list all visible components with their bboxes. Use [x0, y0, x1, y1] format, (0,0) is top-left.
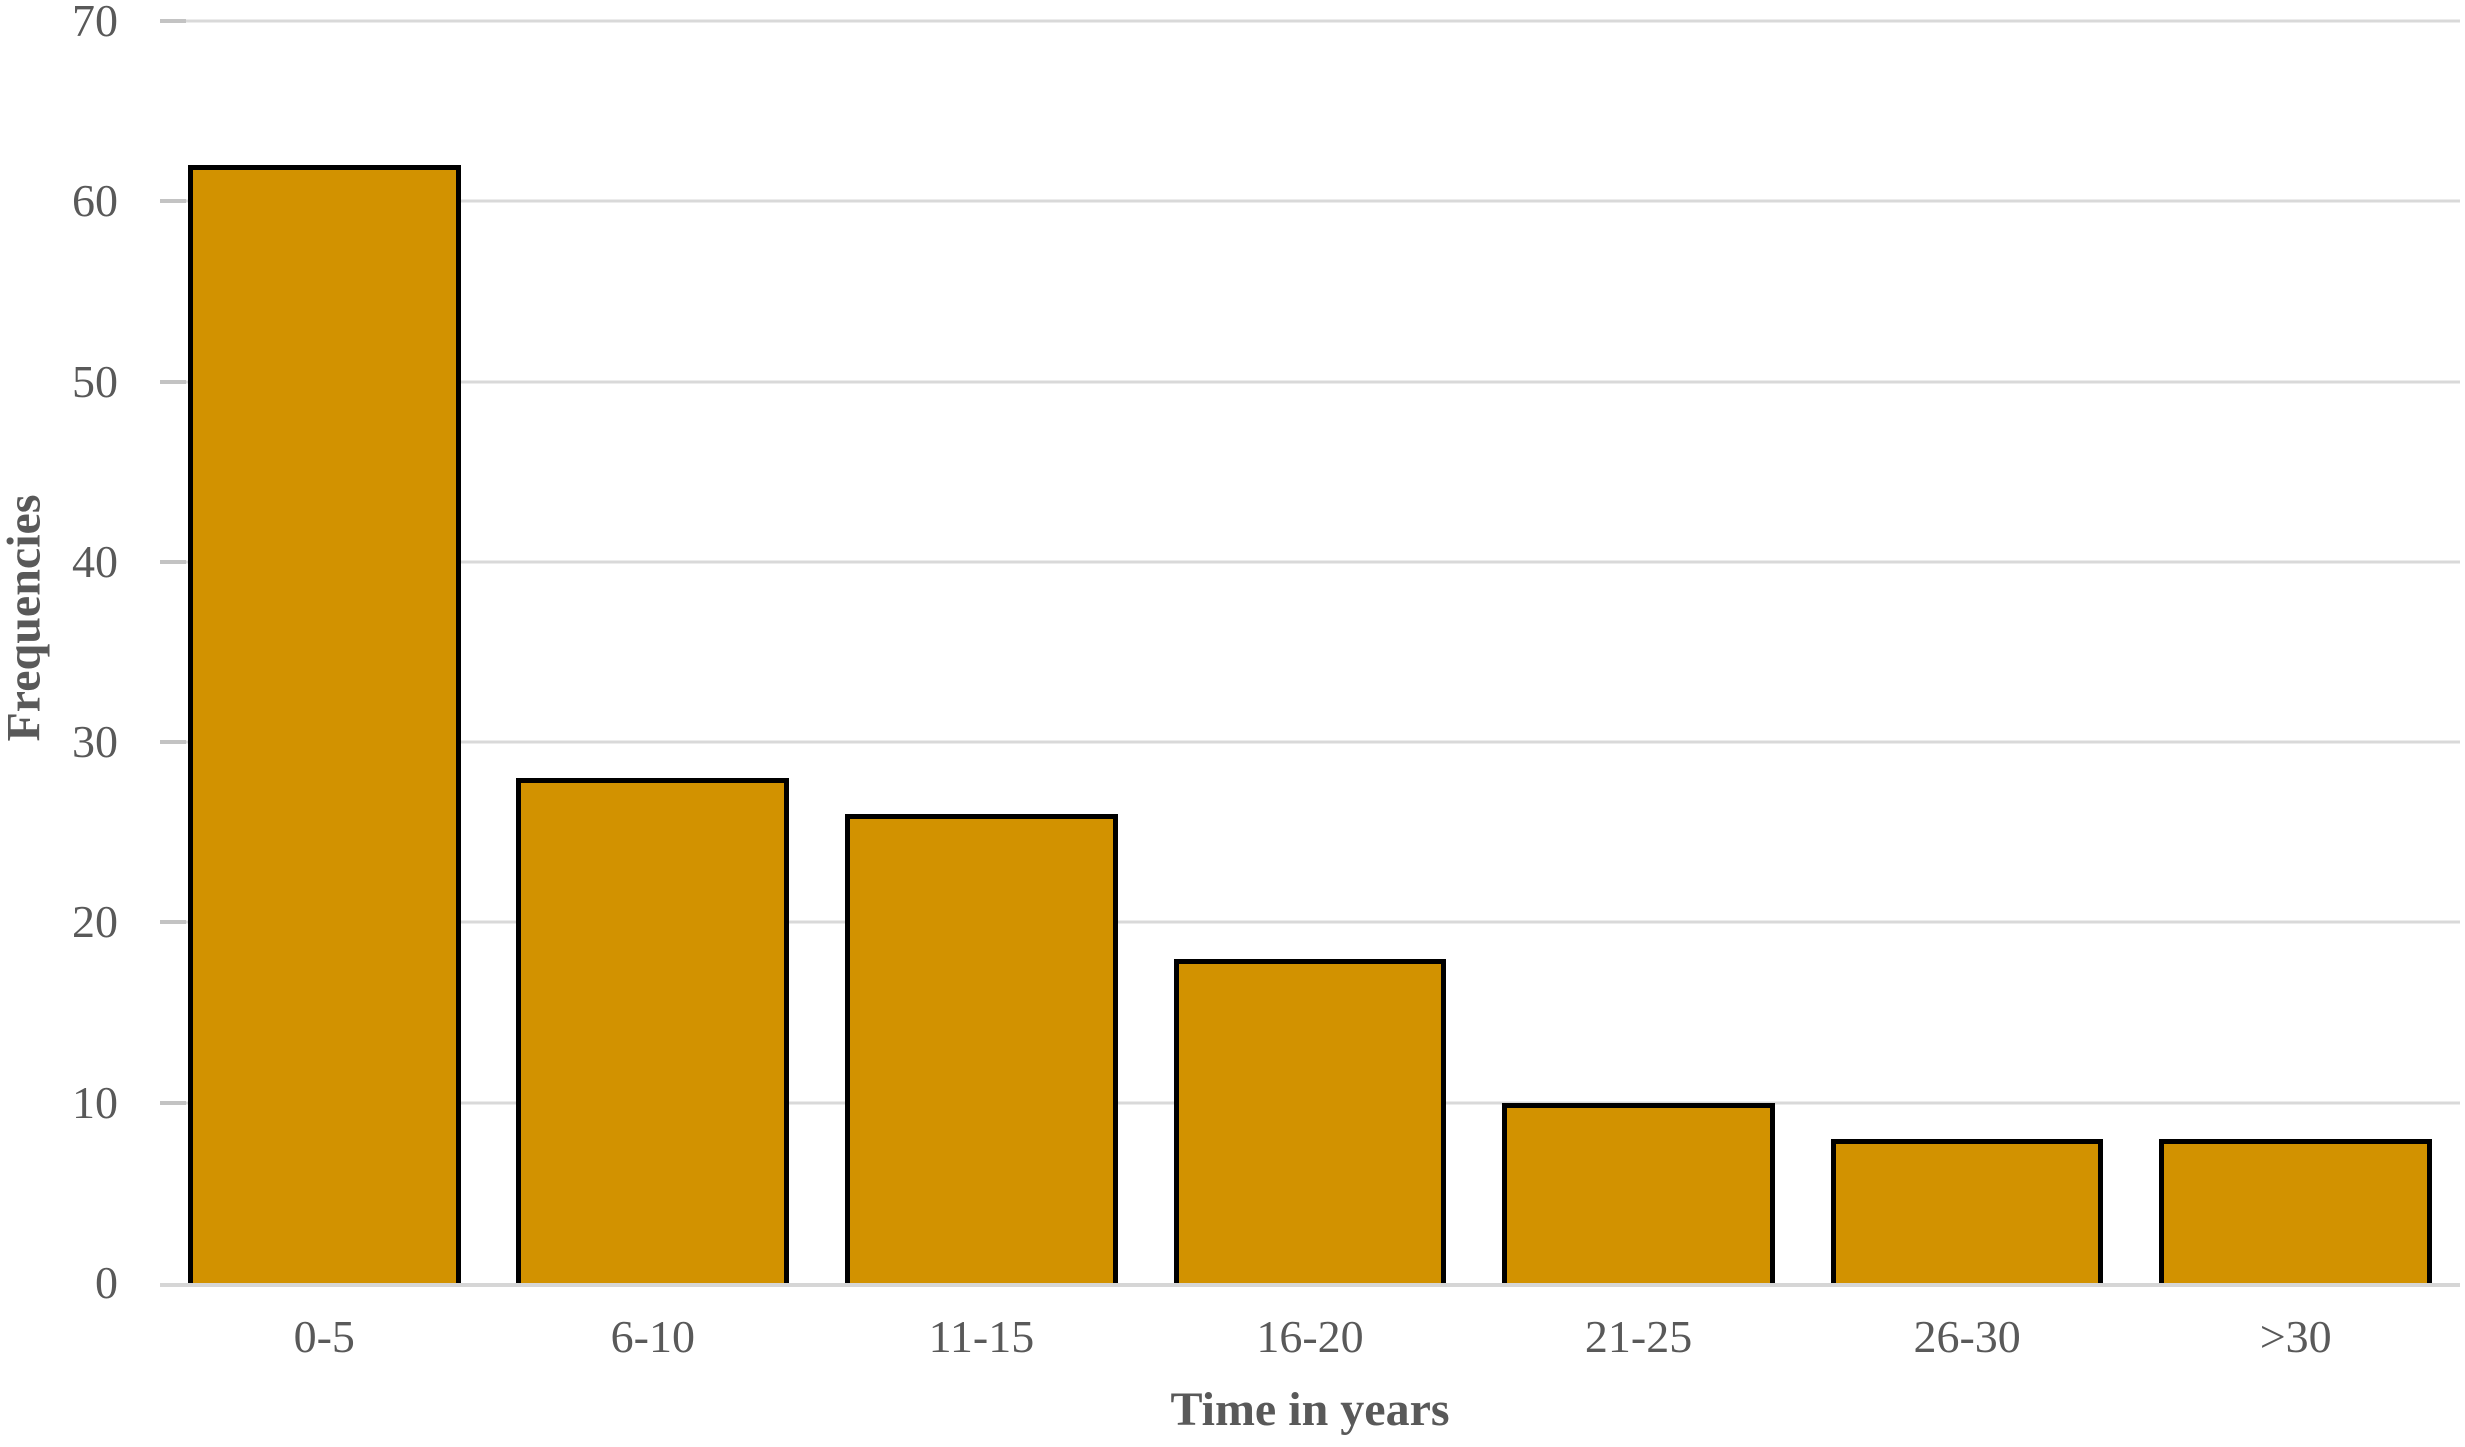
bar-slot-6-10 — [489, 21, 818, 1283]
x-axis-tick-labels: 0-5 6-10 11-15 16-20 21-25 26-30 >30 — [160, 1308, 2460, 1372]
x-axis-title: Time in years — [1170, 1383, 1450, 1436]
y-tick-label-20: 20 — [72, 896, 118, 948]
gridline-60 — [160, 199, 2460, 203]
bar-slot-26-30 — [1803, 21, 2132, 1283]
bar-11-15 — [845, 814, 1118, 1283]
y-tick-mark-60 — [160, 199, 186, 204]
x-tick-label-0-5: 0-5 — [293, 1311, 355, 1362]
bar-0-5 — [187, 165, 461, 1283]
bar-26-30 — [1830, 1138, 2104, 1283]
y-tick-mark-40 — [160, 559, 186, 564]
bar-16-20 — [1173, 958, 1447, 1283]
x-tick-label-16-20: 16-20 — [1256, 1311, 1364, 1362]
y-tick-label-70: 70 — [72, 0, 118, 46]
x-tick-label-21-25: 21-25 — [1584, 1311, 1693, 1362]
y-tick-mark-70 — [160, 19, 186, 23]
bar-slot-0-5 — [160, 21, 489, 1283]
x-tick-label-11-15: 11-15 — [928, 1311, 1035, 1362]
bar-6-10 — [516, 778, 790, 1283]
y-tick-mark-10 — [160, 1100, 186, 1105]
bar-21-25 — [1502, 1102, 1775, 1283]
bar->30 — [2159, 1138, 2433, 1283]
gridline-40 — [160, 560, 2460, 564]
y-tick-label-50: 50 — [72, 355, 118, 407]
bar-slot-16-20 — [1146, 21, 1475, 1283]
x-tick-label->30: >30 — [2259, 1311, 2332, 1362]
y-tick-label-10: 10 — [72, 1076, 118, 1128]
gridline-50 — [160, 380, 2460, 384]
y-tick-label-40: 40 — [72, 535, 118, 587]
y-tick-mark-20 — [160, 920, 186, 925]
bar-slot-11-15 — [817, 21, 1146, 1283]
y-tick-label-0: 0 — [95, 1257, 118, 1308]
bar-slot->30 — [2131, 21, 2460, 1283]
y-tick-label-30: 30 — [72, 716, 118, 768]
y-tick-mark-30 — [160, 740, 186, 745]
y-tick-label-60: 60 — [72, 175, 118, 227]
y-axis-tick-labels: 0 10 20 30 40 50 60 70 — [0, 0, 118, 1306]
y-tick-mark-50 — [160, 379, 186, 384]
gridline-20 — [160, 920, 2460, 924]
bar-slot-21-25 — [1474, 21, 1803, 1283]
x-tick-label-6-10: 6-10 — [610, 1311, 695, 1362]
gridline-30 — [160, 740, 2460, 744]
x-tick-label-26-30: 26-30 — [1913, 1311, 2021, 1362]
gridline-70 — [160, 19, 2460, 23]
plot-area — [160, 19, 2460, 1287]
